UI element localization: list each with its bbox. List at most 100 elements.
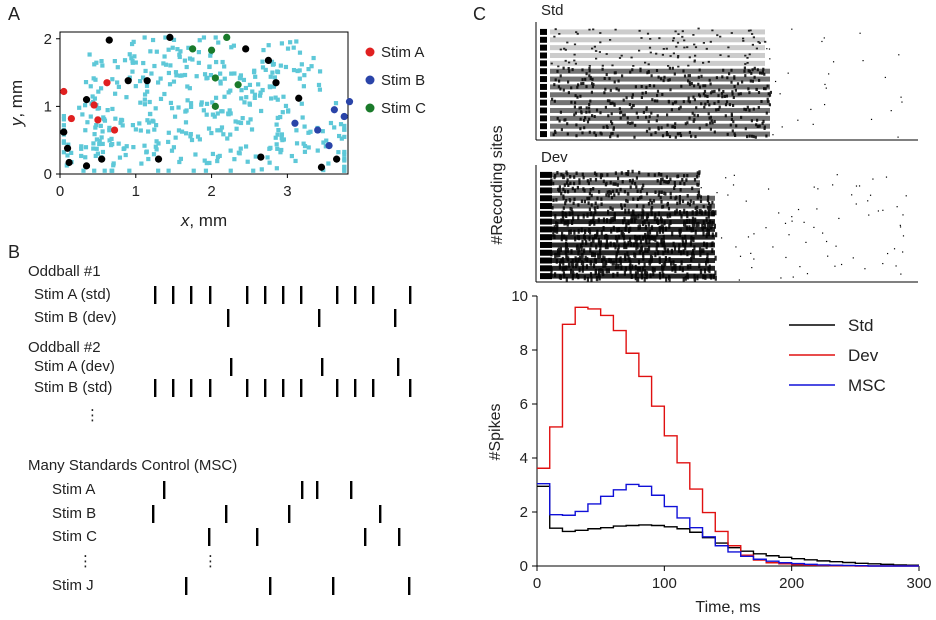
bg-site xyxy=(61,114,66,119)
bg-site xyxy=(142,92,148,97)
bg-site xyxy=(183,120,189,125)
stim-tick xyxy=(318,309,321,327)
bg-site xyxy=(153,144,158,149)
bg-site xyxy=(213,95,219,100)
bg-site xyxy=(166,47,171,52)
bg-site xyxy=(283,103,289,109)
bg-site xyxy=(93,125,98,130)
raster-dot xyxy=(828,73,830,75)
bg-site xyxy=(170,45,175,50)
raster-dot xyxy=(787,72,789,74)
bg-site xyxy=(215,154,221,160)
bg-site xyxy=(216,40,221,45)
raster-dot xyxy=(862,60,864,62)
bg-site xyxy=(275,146,280,151)
bg-site xyxy=(195,134,201,139)
bg-site xyxy=(204,101,210,106)
bg-site xyxy=(342,134,347,139)
site-marker xyxy=(291,119,299,127)
raster-burst xyxy=(540,249,552,256)
raster-band xyxy=(550,211,715,217)
bg-site xyxy=(130,60,135,65)
bg-site xyxy=(133,60,138,65)
bg-site xyxy=(80,112,85,117)
bg-site xyxy=(294,39,299,44)
psth-xlabel: Time, ms xyxy=(695,599,760,616)
bg-site xyxy=(240,116,245,121)
bg-site xyxy=(315,148,320,153)
bg-site xyxy=(342,152,347,157)
bg-site xyxy=(177,54,182,60)
raster-burst xyxy=(540,187,552,194)
site-marker xyxy=(63,144,72,152)
bg-site xyxy=(215,111,220,116)
raster-dot xyxy=(827,255,829,257)
bg-site xyxy=(275,69,281,75)
raster-dot xyxy=(900,96,902,98)
bg-site xyxy=(342,164,347,169)
bg-site xyxy=(202,72,208,77)
raster-dot xyxy=(788,234,790,236)
site-marker xyxy=(110,126,119,134)
raster-band xyxy=(550,115,770,121)
bg-site xyxy=(146,156,151,162)
raster-dot xyxy=(900,273,902,275)
bg-site xyxy=(202,158,207,163)
bg-site xyxy=(138,128,143,133)
bg-site xyxy=(311,55,316,61)
raster-band xyxy=(550,123,770,129)
raster-band xyxy=(550,226,715,232)
bg-site xyxy=(163,62,169,67)
bg-site xyxy=(174,73,179,78)
bg-site xyxy=(146,129,151,134)
raster-dot xyxy=(902,214,904,216)
bg-site xyxy=(199,100,204,105)
raster-band xyxy=(550,131,770,137)
bg-site xyxy=(120,123,125,128)
bg-site xyxy=(129,41,135,47)
bg-site xyxy=(236,150,241,155)
bg-site xyxy=(260,59,265,64)
raster-dot xyxy=(824,83,826,86)
bg-site xyxy=(271,84,276,89)
bg-site xyxy=(252,95,257,100)
stim-tick xyxy=(354,379,357,397)
bg-site xyxy=(263,67,268,73)
raster-dot xyxy=(813,186,815,188)
bg-site xyxy=(188,134,193,139)
bg-site xyxy=(226,112,231,117)
bg-site xyxy=(182,72,188,78)
panel-a-axes: 0 1 2 3 0 1 2 xyxy=(44,31,292,200)
raster-burst xyxy=(540,123,547,130)
raster-dot xyxy=(797,208,800,211)
bg-site xyxy=(232,157,237,162)
legend-label: MSC xyxy=(848,376,886,395)
x-tick-label: 2 xyxy=(207,183,215,200)
bg-site xyxy=(148,49,153,54)
bg-site xyxy=(166,139,171,145)
raster-dot xyxy=(774,80,777,83)
bg-site xyxy=(85,120,90,125)
bg-site xyxy=(97,138,102,144)
psth-x-tick-label: 200 xyxy=(779,575,804,592)
bg-site xyxy=(143,68,148,74)
site-marker xyxy=(143,77,151,85)
bg-site xyxy=(95,151,100,156)
raster-burst xyxy=(540,257,552,264)
bg-site xyxy=(251,70,257,75)
bg-site xyxy=(267,146,272,151)
bg-site xyxy=(280,138,285,143)
stim-tick xyxy=(300,286,303,304)
bg-site xyxy=(175,47,180,52)
stim-tick xyxy=(154,379,157,397)
bg-site xyxy=(155,80,161,85)
stim-tick xyxy=(225,505,228,523)
bg-site xyxy=(275,97,280,102)
bg-site xyxy=(201,108,206,113)
raster-dot xyxy=(753,233,755,235)
bg-site xyxy=(261,47,266,53)
stim-tick xyxy=(185,577,188,595)
stim-tick xyxy=(397,358,400,376)
bg-site xyxy=(179,129,185,134)
raster-band xyxy=(550,60,765,66)
